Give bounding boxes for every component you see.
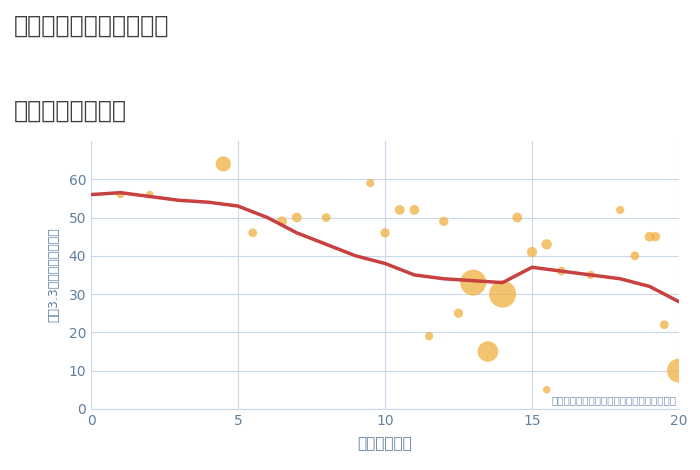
Point bbox=[144, 191, 155, 198]
Point bbox=[659, 321, 670, 329]
Text: 駅距離別土地価格: 駅距離別土地価格 bbox=[14, 99, 127, 123]
Point bbox=[556, 267, 567, 275]
Text: 円の大きさは、取引のあった物件面積を示す: 円の大きさは、取引のあった物件面積を示す bbox=[551, 395, 676, 405]
Point bbox=[424, 332, 435, 340]
Point bbox=[673, 367, 685, 375]
Point bbox=[468, 279, 479, 286]
Point bbox=[585, 271, 596, 279]
Point bbox=[247, 229, 258, 236]
Point bbox=[526, 248, 538, 256]
Point bbox=[379, 229, 391, 236]
Point bbox=[321, 214, 332, 221]
Y-axis label: 坪（3.3㎡）単価（万円）: 坪（3.3㎡）単価（万円） bbox=[47, 227, 60, 322]
Point bbox=[644, 233, 655, 241]
Point bbox=[482, 348, 493, 355]
Point bbox=[541, 241, 552, 248]
Point bbox=[512, 214, 523, 221]
Point bbox=[541, 386, 552, 393]
X-axis label: 駅距離（分）: 駅距離（分） bbox=[358, 436, 412, 451]
Point bbox=[409, 206, 420, 214]
Point bbox=[276, 218, 288, 225]
Point bbox=[629, 252, 641, 259]
Point bbox=[650, 233, 661, 241]
Point bbox=[394, 206, 405, 214]
Point bbox=[218, 160, 229, 168]
Point bbox=[115, 191, 126, 198]
Point bbox=[291, 214, 302, 221]
Text: 神奈川県伊勢原市歌川の: 神奈川県伊勢原市歌川の bbox=[14, 14, 169, 38]
Point bbox=[615, 206, 626, 214]
Point bbox=[453, 309, 464, 317]
Point bbox=[365, 180, 376, 187]
Point bbox=[497, 290, 508, 298]
Point bbox=[438, 218, 449, 225]
